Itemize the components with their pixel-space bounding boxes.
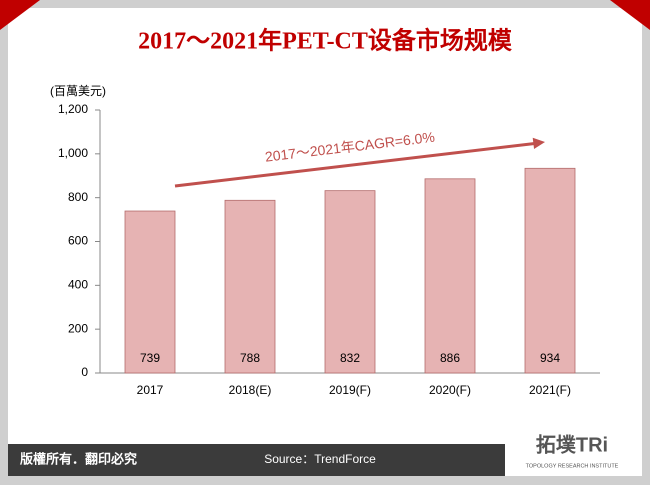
y-tick-label: 600 [68, 234, 88, 248]
bar [424, 178, 476, 374]
x-tick-label: 2018(E) [229, 383, 272, 397]
y-tick-label: 1,000 [58, 146, 88, 160]
logo-box [505, 430, 642, 476]
y-tick-label: 800 [68, 190, 88, 204]
y-tick-label: 0 [81, 365, 88, 379]
x-tick-label: 2017 [137, 383, 164, 397]
trend-arrow [174, 141, 540, 188]
y-tick-label: 400 [68, 278, 88, 292]
bar [124, 210, 176, 374]
logo: 拓墣TRi [536, 433, 608, 456]
chart-title: 2017～2021年PET-CT设备市场规模 [138, 27, 513, 55]
source: Source：TrendForce [264, 452, 376, 466]
x-tick-label: 2020(F) [429, 383, 471, 397]
copyright: 版權所有．翻印必究 [20, 451, 137, 466]
bar [324, 190, 376, 374]
y-tick-label: 200 [68, 321, 88, 335]
y-axis-label: (百萬美元) [50, 84, 106, 98]
logo-subtitle: TOPOLOGY RESEARCH INSTITUTE [526, 463, 619, 469]
x-tick-label: 2019(F) [329, 383, 371, 397]
x-tick-label: 2021(F) [529, 383, 571, 397]
value-label: 788 [240, 351, 260, 365]
value-label: 739 [140, 351, 160, 365]
y-tick-label: 1,200 [58, 102, 88, 116]
value-label: 934 [540, 351, 560, 365]
corner-accent [610, 0, 650, 30]
corner-accent [0, 0, 40, 30]
value-label: 886 [440, 351, 460, 365]
value-label: 832 [340, 351, 360, 365]
bar [524, 167, 576, 374]
bar [224, 199, 276, 374]
arrow-head [532, 137, 545, 149]
